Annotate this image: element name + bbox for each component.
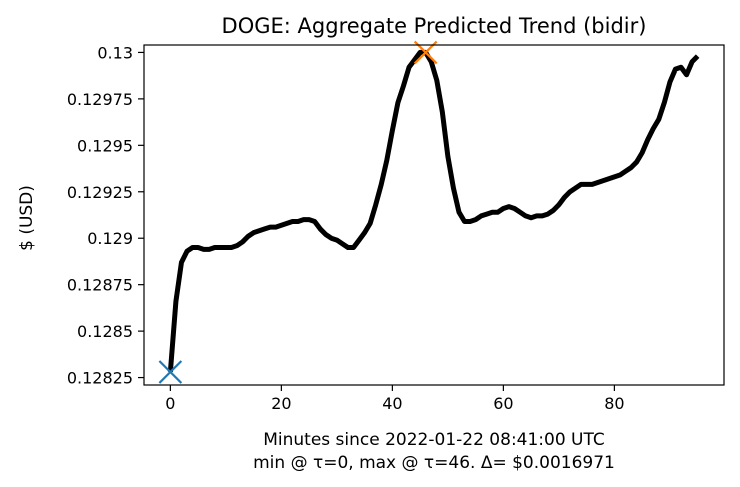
- x-axis: 0 20 40 60 80: [165, 385, 625, 413]
- y-tick-label: 0.12875: [67, 276, 133, 295]
- series-line-0: [167, 49, 700, 373]
- y-tick-label: 0.12975: [67, 90, 133, 109]
- y-tick-label: 0.12825: [67, 369, 133, 388]
- x-tick-label: 20: [271, 394, 291, 413]
- x-tick-label: 40: [382, 394, 402, 413]
- plot-area: [158, 40, 700, 384]
- y-tick-label: 0.1285: [77, 322, 133, 341]
- chart-title: DOGE: Aggregate Predicted Trend (bidir): [222, 14, 647, 38]
- y-tick-label: 0.12925: [67, 183, 133, 202]
- x-tick-label: 80: [604, 394, 624, 413]
- y-axis: 0.12825 0.1285 0.12875 0.129 0.12925 0.1295 0.…: [67, 43, 144, 388]
- x-axis-subtitle: min @ τ=0, max @ τ=46. Δ= $0.0016971: [253, 453, 615, 473]
- plot-frame: [143, 44, 725, 386]
- y-tick-label: 0.129: [87, 229, 133, 248]
- x-tick-label: 0: [165, 394, 175, 413]
- x-tick-label: 60: [493, 394, 513, 413]
- min-marker: [158, 360, 183, 384]
- y-tick-label: 0.1295: [77, 136, 133, 155]
- y-tick-label: 0.13: [97, 43, 133, 62]
- y-axis-label: $ (USD): [17, 185, 37, 251]
- x-axis-label: Minutes since 2022-01-22 08:41:00 UTC: [263, 430, 605, 450]
